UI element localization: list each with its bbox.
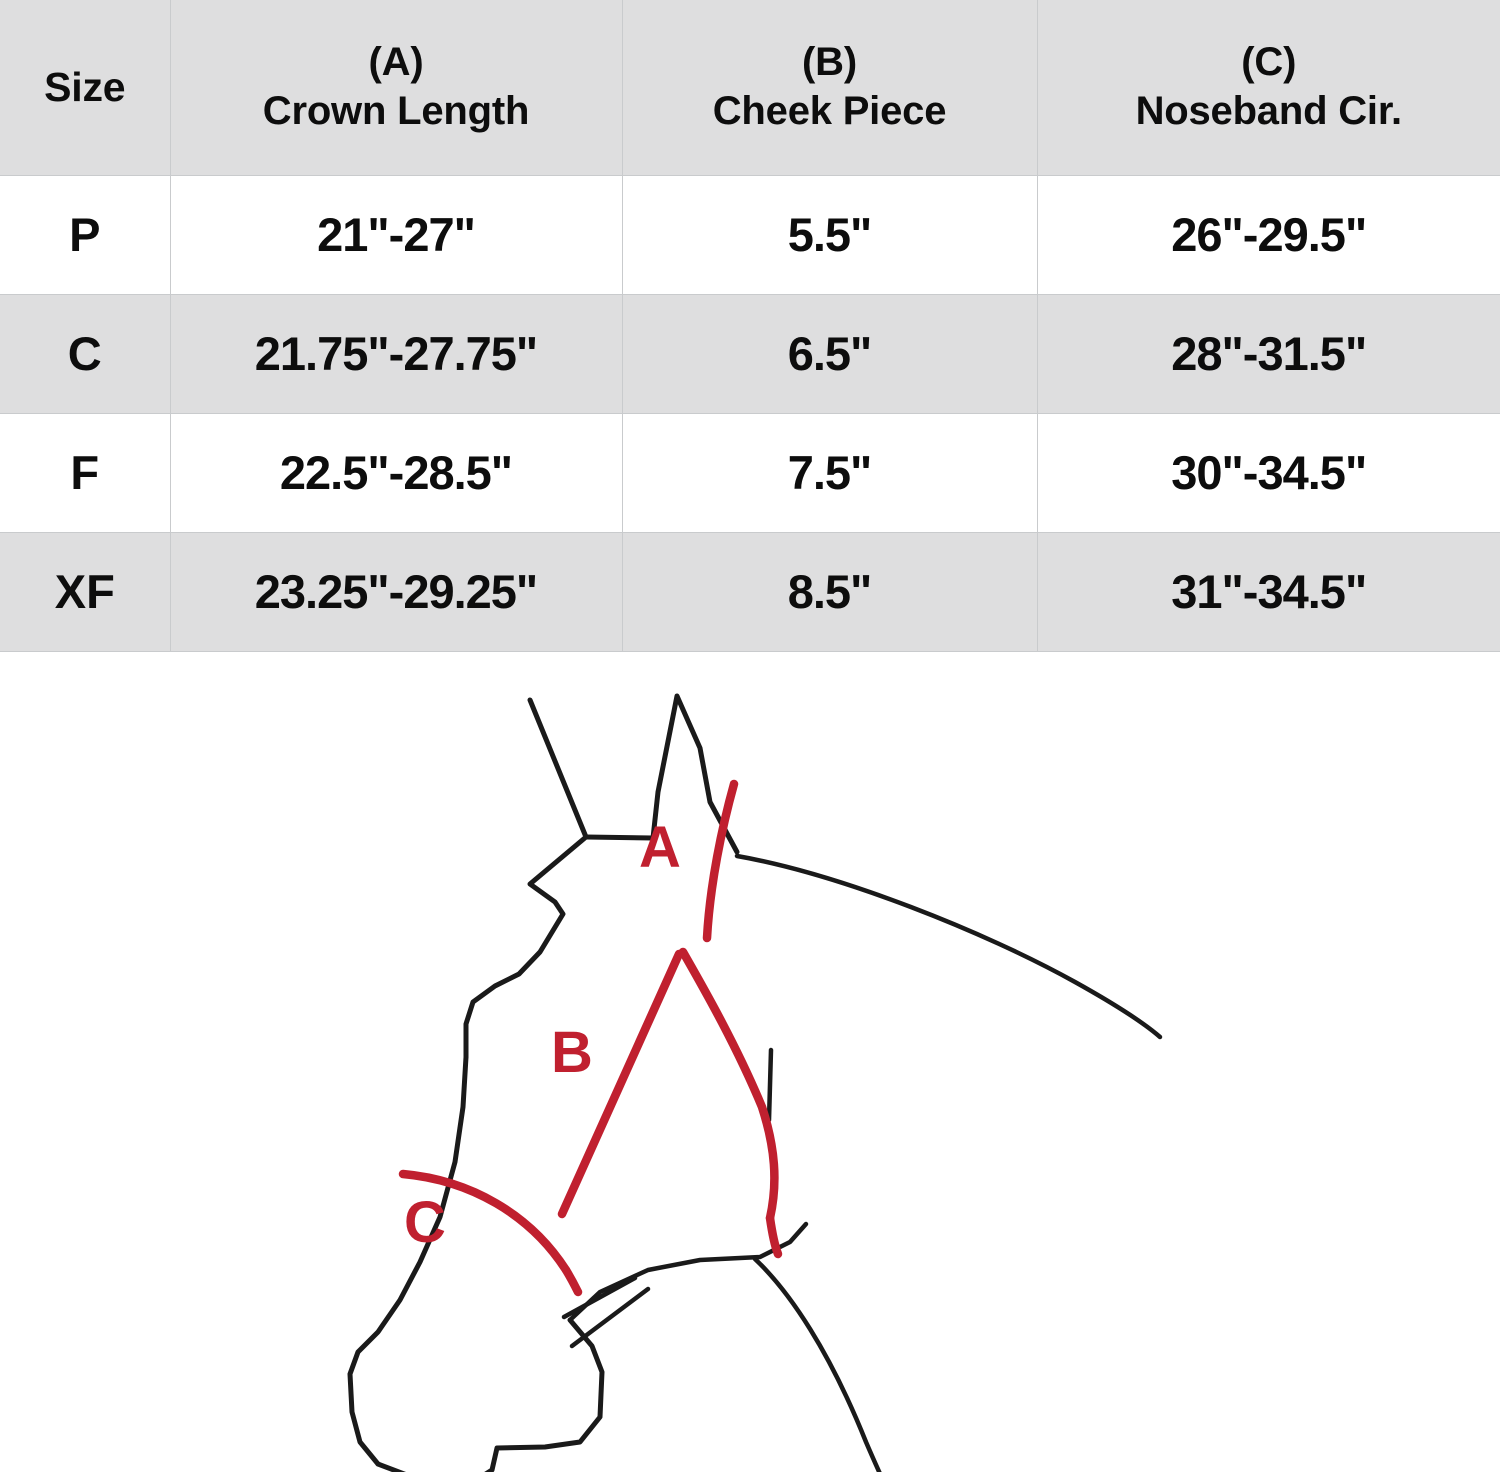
horse-face-profile-path (347, 1054, 469, 1466)
cell-crown-length: 23.25"-29.25" (169, 531, 623, 652)
cheek-piece-strap-b-path (678, 947, 779, 1222)
cheek-piece-measure-line-path (557, 949, 684, 1218)
table-row: XF 23.25"-29.25" 8.5" 31"-34.5" (0, 531, 1500, 652)
column-header-size: Size (0, 0, 171, 176)
horse-mane-crest-path (734, 853, 1163, 1039)
horse-mouth-detail-path (561, 1275, 638, 1319)
strap-label-c: C (404, 1190, 446, 1255)
cell-cheek-piece: 8.5" (621, 531, 1038, 652)
column-header-noseband-cir-label: Noseband Cir. (1135, 89, 1403, 134)
cell-noseband-cir: 26"-29.5" (1036, 174, 1500, 295)
cell-crown-length: 21"-27" (169, 174, 623, 295)
cell-crown-length: 22.5"-28.5" (169, 412, 623, 533)
table-header-row: Size (A) Crown Length (B) Cheek Piece (C… (0, 0, 1500, 176)
column-header-cheek-piece-label: Cheek Piece (712, 89, 947, 134)
table-header: Size (A) Crown Length (B) Cheek Piece (C… (0, 0, 1500, 176)
strap-label-a: A (639, 815, 681, 880)
cell-cheek-piece: 5.5" (621, 174, 1038, 295)
cell-size: C (0, 293, 171, 414)
horse-head-illustration: A B C (347, 693, 1163, 1472)
horse-cheekbone-tick-path (766, 1047, 774, 1122)
column-header-cheek-piece-code: (B) (802, 40, 857, 85)
horse-forelock-path (463, 697, 589, 1059)
horse-nostril-detail-path (569, 1286, 651, 1348)
horse-muzzle-path (375, 1317, 605, 1472)
halter-size-table: Size (A) Crown Length (B) Cheek Piece (C… (0, 0, 1500, 652)
cell-size: P (0, 174, 171, 295)
cell-noseband-cir: 30"-34.5" (1036, 412, 1500, 533)
cell-noseband-cir: 31"-34.5" (1036, 531, 1500, 652)
strap-label-b: B (551, 1020, 593, 1085)
horse-head-diagram: A B C (0, 651, 1500, 1472)
noseband-strap-c-path (398, 1169, 571, 1274)
cell-cheek-piece: 7.5" (621, 412, 1038, 533)
cell-noseband-cir: 28"-31.5" (1036, 293, 1500, 414)
table-row: F 22.5"-28.5" 7.5" 30"-34.5" (0, 412, 1500, 533)
cell-size: XF (0, 531, 171, 652)
cell-cheek-piece: 6.5" (621, 293, 1038, 414)
column-header-size-line1: Size (44, 64, 126, 111)
column-header-crown-length: (A) Crown Length (169, 0, 623, 176)
column-header-cheek-piece: (B) Cheek Piece (621, 0, 1038, 176)
table-row: C 21.75"-27.75" 6.5" 28"-31.5" (0, 293, 1500, 414)
crown-strap-a-path (702, 779, 739, 942)
column-header-crown-length-label: Crown Length (262, 89, 530, 134)
column-header-noseband-cir-code: (C) (1241, 40, 1297, 85)
cell-crown-length: 21.75"-27.75" (169, 293, 623, 414)
horse-jaw-line-path (567, 1221, 809, 1322)
cell-size: F (0, 412, 171, 533)
horse-throat-neck-path (752, 1256, 882, 1472)
noseband-strap-c-lower-path (561, 1265, 583, 1296)
table-row: P 21"-27" 5.5" 26"-29.5" (0, 174, 1500, 295)
table-body: P 21"-27" 5.5" 26"-29.5" C 21.75"-27.75"… (0, 174, 1500, 652)
column-header-noseband-cir: (C) Noseband Cir. (1036, 0, 1500, 176)
column-header-crown-length-code: (A) (368, 40, 424, 85)
horse-ear-path (583, 693, 740, 854)
noseband-strap-c-wrap-path (765, 1213, 783, 1258)
